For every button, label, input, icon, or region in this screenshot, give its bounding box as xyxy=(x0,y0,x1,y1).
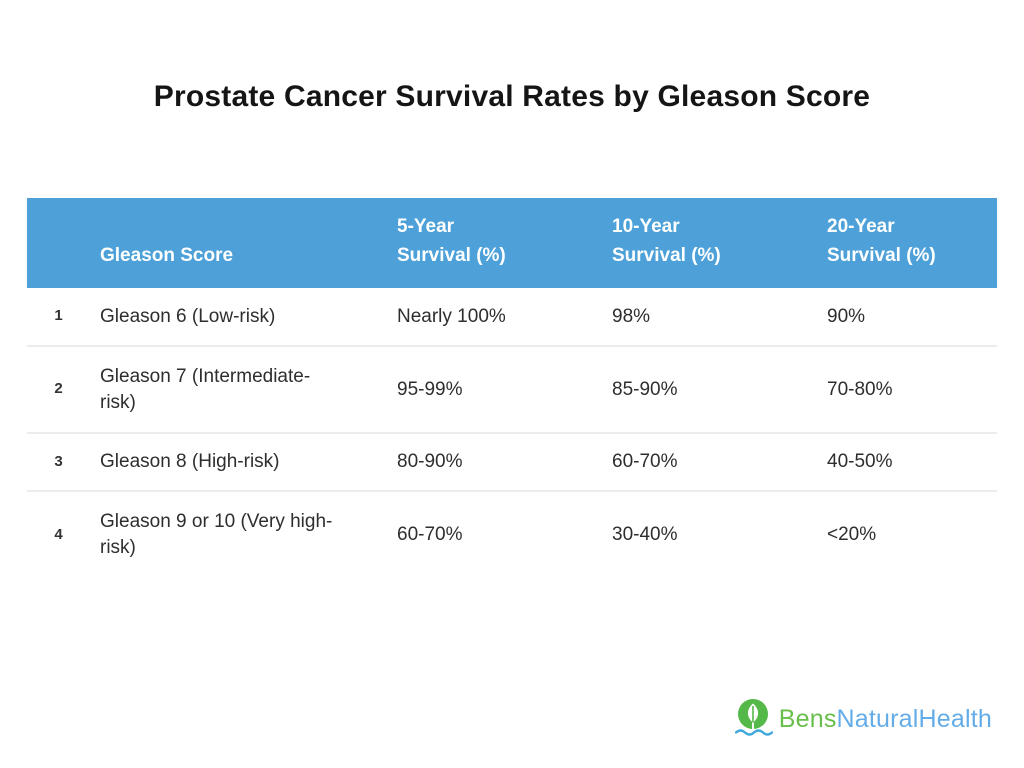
table-header-row: Gleason Score 5-Year Survival (%) 10-Yea… xyxy=(27,198,997,288)
twenty-year-cell: 90% xyxy=(827,305,866,327)
gleason-score-text: Gleason 9 or 10 (Very high-risk) xyxy=(100,511,333,558)
twenty-year-cell: 40-50% xyxy=(827,451,893,473)
header-label: 10-Year xyxy=(612,216,680,237)
ten-year-cell: 30-40% xyxy=(612,524,678,546)
header-label: 20-Year xyxy=(827,216,895,237)
header-label: 5-Year xyxy=(397,216,455,237)
survival-table-container: Gleason Score 5-Year Survival (%) 10-Yea… xyxy=(27,198,997,578)
five-year-cell: 80-90% xyxy=(397,451,463,473)
gleason-score-text: Gleason 6 (Low-risk) xyxy=(100,305,276,327)
ten-year-cell: 60-70% xyxy=(612,451,678,473)
five-year-cell: Nearly 100% xyxy=(397,305,506,327)
bens-natural-health-logo: BensNaturalHealth xyxy=(734,698,992,740)
table-row: 2 Gleason 7 (Intermediate-risk) 95-99% 8… xyxy=(27,346,997,433)
brand-name-bens: Bens xyxy=(778,704,837,733)
survival-table: Gleason Score 5-Year Survival (%) 10-Yea… xyxy=(27,198,997,578)
twenty-year-cell: <20% xyxy=(827,524,877,546)
header-label: Survival (%) xyxy=(827,244,936,266)
five-year-cell: 95-99% xyxy=(397,378,463,400)
five-year-cell: 60-70% xyxy=(397,524,463,546)
gleason-score-text: Gleason 8 (High-risk) xyxy=(100,451,280,473)
row-number: 4 xyxy=(54,525,63,543)
twenty-year-cell: 70-80% xyxy=(827,378,893,400)
ten-year-cell: 85-90% xyxy=(612,378,678,400)
leaf-logo-icon xyxy=(734,699,773,736)
row-number: 1 xyxy=(54,307,63,325)
gleason-score-cell: Gleason 7 (Intermediate-risk) xyxy=(90,346,387,433)
header-cell-gleason-score: Gleason Score xyxy=(90,198,387,288)
page-title: Prostate Cancer Survival Rates by Gleaso… xyxy=(153,80,871,113)
gleason-score-cell: Gleason 8 (High-risk) xyxy=(90,433,387,491)
header-label: Survival (%) xyxy=(612,244,721,266)
header-cell-10-year: 10-Year Survival (%) xyxy=(602,198,817,288)
header-label: Gleason Score xyxy=(100,244,234,266)
gleason-score-text: Gleason 7 (Intermediate-risk) xyxy=(100,365,311,413)
table-row: 4 Gleason 9 or 10 (Very high-risk) 60-70… xyxy=(27,491,997,578)
gleason-score-cell: Gleason 6 (Low-risk) xyxy=(90,288,387,346)
header-label: Survival (%) xyxy=(397,244,506,266)
brand-name-naturalhealth: NaturalHealth xyxy=(836,704,992,733)
header-cell-empty xyxy=(27,198,90,288)
table-row: 1 Gleason 6 (Low-risk) Nearly 100% 98% 9… xyxy=(27,288,997,346)
header-cell-5-year: 5-Year Survival (%) xyxy=(387,198,602,288)
row-number: 3 xyxy=(54,452,63,470)
brand-name: BensNaturalHealth xyxy=(779,705,992,734)
gleason-score-cell: Gleason 9 or 10 (Very high-risk) xyxy=(90,491,387,578)
row-number: 2 xyxy=(54,380,63,398)
table-row: 3 Gleason 8 (High-risk) 80-90% 60-70% 40… xyxy=(27,433,997,491)
header-cell-20-year: 20-Year Survival (%) xyxy=(817,198,997,288)
ten-year-cell: 98% xyxy=(612,305,651,327)
